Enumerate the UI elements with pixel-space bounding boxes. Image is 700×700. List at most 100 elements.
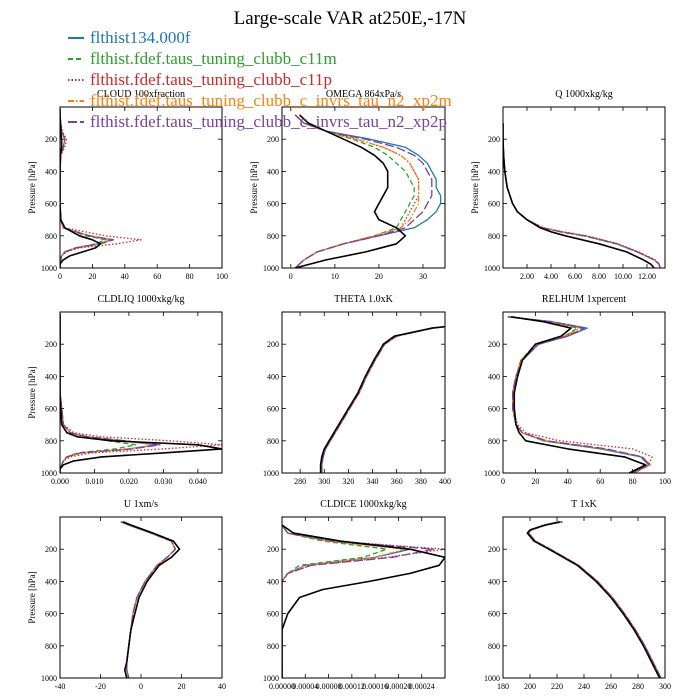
chart-panel: OMEGA 864xPa/s Pressure [hPa] 0 10 20 30 200 40… [249, 89, 446, 281]
x-tick-label: 240 [578, 682, 590, 691]
x-tick-label: 0.00004 [292, 682, 318, 691]
series-line [60, 313, 222, 473]
chart-panel: U 1xm/s Pressure [hPa] -40 -20 0 20 40 200 400 60… [27, 499, 226, 691]
y-tick-label: 200 [267, 340, 279, 349]
x-tick-label: 0.00020 [385, 682, 411, 691]
y-tick-label: 400 [488, 577, 500, 586]
y-tick-label: 800 [488, 642, 500, 651]
y-tick-label: 200 [488, 340, 500, 349]
legend: flthist134.000f flthist.fdef.taus_tuning_… [68, 28, 452, 131]
plot-frame [281, 311, 446, 474]
x-tick-label: 10.00 [614, 272, 632, 281]
x-tick-label: 200 [524, 682, 536, 691]
x-tick-label: 20 [375, 272, 383, 281]
series-group [294, 114, 442, 268]
chart-panel: Q 1000xkg/kg Pressure [hPa] 2.00 4.00 6.00 8.… [470, 89, 666, 281]
series-line [527, 521, 662, 678]
y-tick-label: 800 [45, 642, 57, 651]
x-tick-label: 0.020 [120, 477, 138, 486]
y-tick-label: 800 [267, 437, 279, 446]
series-line [282, 524, 411, 678]
series-line [503, 123, 661, 268]
x-tick-label: 60 [596, 477, 604, 486]
y-axis-label: Pressure [hPa] [27, 571, 37, 623]
y-tick-label: 600 [45, 200, 57, 209]
y-tick-label: 1000 [484, 469, 500, 478]
x-tick-label: 2.00 [520, 272, 534, 281]
series-line [503, 123, 661, 268]
chart-panel: CLOUD 100xfraction Pressure [hPa] 0 20 40 60 8… [27, 89, 228, 281]
y-tick-label: 1000 [484, 264, 500, 273]
legend-label: flthist.fdef.taus_tuning_clubb_c_invrs_t… [90, 112, 447, 131]
x-tick-label: 8.00 [592, 272, 606, 281]
series-line [527, 521, 662, 678]
series-line [527, 521, 662, 678]
y-tick-label: 800 [267, 642, 279, 651]
x-tick-label: 30 [419, 272, 427, 281]
plot-frame [59, 106, 223, 269]
series-line [294, 114, 420, 268]
series-group [60, 313, 222, 473]
chart-panel: RELHUM 1xpercent 0 20 40 60 80 100 200 400 600 800… [484, 294, 671, 486]
series-line [282, 524, 435, 678]
x-tick-label: 340 [367, 477, 379, 486]
x-tick-label: 0.040 [189, 477, 207, 486]
series-line [120, 521, 177, 678]
chart-title: U 1xm/s [124, 499, 158, 510]
y-axis-label: Pressure [hPa] [249, 161, 259, 213]
series-line [507, 316, 652, 473]
y-tick-label: 200 [45, 545, 57, 554]
x-tick-label: 20 [178, 682, 186, 691]
x-tick-label: 0.00000 [269, 682, 295, 691]
x-tick-label: 300 [659, 682, 671, 691]
chart-title: T 1xK [571, 499, 597, 510]
y-tick-label: 400 [267, 577, 279, 586]
main-title: Large-scale VAR at250E,-17N [234, 8, 467, 29]
y-tick-label: 800 [488, 232, 500, 241]
y-tick-label: 400 [45, 577, 57, 586]
x-tick-label: 100 [216, 272, 228, 281]
x-tick-label: 20 [531, 477, 539, 486]
series-line [503, 123, 661, 268]
series-line [60, 313, 161, 473]
chart-title: CLDLIQ 1000xkg/kg [98, 294, 185, 305]
chart-title: CLDICE 1000xkg/kg [320, 499, 406, 510]
chart-panel: CLDICE 1000xkg/kg0.000000.000040.000080.… [263, 499, 446, 691]
series-line [122, 521, 181, 678]
chart-panel: THETA 1.0xK 280 300 320 340 360 380 400 200 400 60… [263, 294, 451, 486]
x-tick-label: 6.00 [568, 272, 582, 281]
y-tick-label: 800 [267, 232, 279, 241]
series-line [507, 316, 650, 473]
series-group [282, 524, 445, 678]
series-group [526, 521, 662, 678]
series-line [60, 108, 111, 268]
series-line [321, 326, 445, 473]
series-group [120, 521, 181, 678]
y-tick-label: 200 [267, 545, 279, 554]
y-tick-label: 600 [45, 405, 57, 414]
x-tick-label: 0.00012 [339, 682, 365, 691]
plot-frame [59, 516, 223, 679]
series-line [120, 521, 177, 678]
x-tick-label: 180 [497, 682, 509, 691]
plot-frame [502, 311, 666, 474]
panels: CLOUD 100xfraction Pressure [hPa] 0 20 40 60 8… [27, 89, 671, 691]
y-tick-label: 600 [267, 200, 279, 209]
x-tick-label: 220 [551, 682, 563, 691]
series-group [60, 108, 142, 268]
y-tick-label: 600 [267, 610, 279, 619]
series-line [526, 521, 661, 678]
x-tick-label: 360 [391, 477, 403, 486]
series-line [120, 521, 177, 678]
series-group [507, 316, 653, 473]
y-tick-label: 800 [45, 437, 57, 446]
series-line [503, 123, 655, 268]
y-tick-label: 200 [45, 135, 57, 144]
legend-label: flthist134.000f [90, 28, 191, 47]
x-tick-label: 280 [294, 477, 306, 486]
series-line [527, 521, 662, 678]
chart-panel: CLDLIQ 1000xkg/kg Pressure [hPa] 0.000 0.01… [27, 294, 223, 486]
y-tick-label: 1000 [484, 674, 500, 683]
x-tick-label: 0.030 [154, 477, 172, 486]
y-tick-label: 400 [45, 372, 57, 381]
